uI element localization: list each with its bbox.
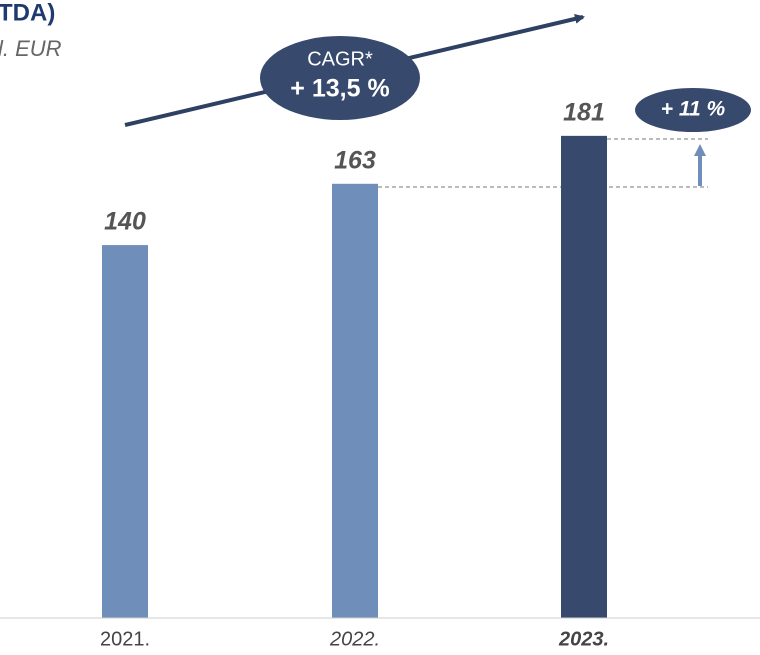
value-label: 140	[104, 208, 146, 236]
x-tick-label: 2021.	[100, 628, 150, 650]
cagr-label: CAGR*	[307, 48, 373, 70]
chart-subtitle: l. EUR	[0, 36, 62, 61]
growth-label: + 11 %	[661, 98, 726, 121]
chart-title: TDA)	[0, 0, 55, 26]
bar	[561, 135, 607, 618]
x-tick-label: 2023.	[558, 628, 609, 650]
x-tick-label: 2022.	[329, 628, 380, 650]
cagr-value: + 13,5 %	[290, 75, 389, 103]
bar	[332, 183, 378, 618]
cagr-bubble	[260, 36, 420, 120]
value-label: 181	[563, 98, 605, 126]
bar	[102, 245, 148, 618]
value-label: 163	[334, 146, 376, 174]
growth-bubble	[635, 88, 751, 132]
